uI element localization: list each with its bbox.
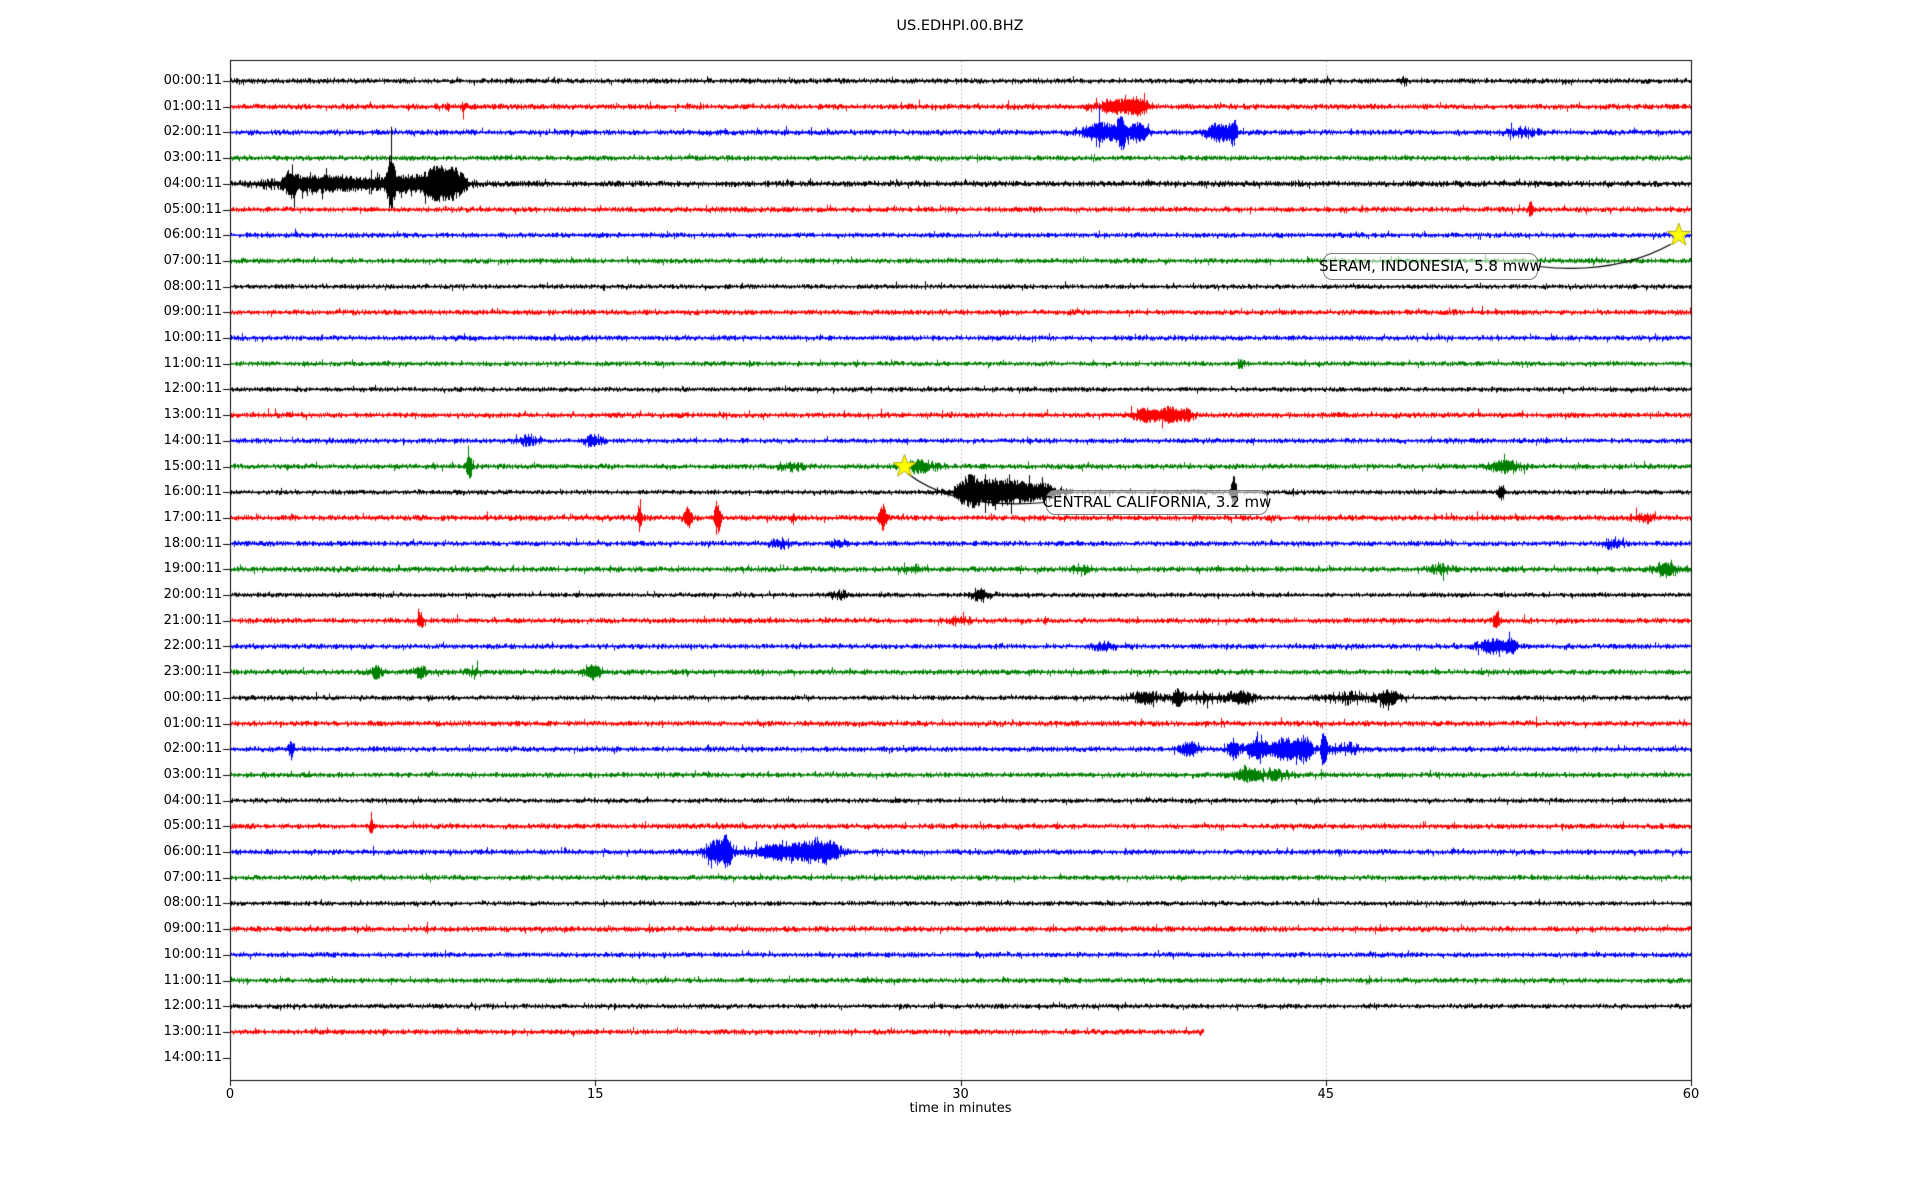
row-time-label: 00:00:11 xyxy=(163,689,222,705)
row-time-label: 02:00:11 xyxy=(163,124,222,140)
row-time-label: 02:00:11 xyxy=(163,741,222,757)
row-time-label: 05:00:11 xyxy=(163,818,222,834)
row-time-label: 19:00:11 xyxy=(163,561,222,577)
row-time-label: 00:00:11 xyxy=(163,73,222,88)
event-annotation-seram-indonesia: SERAM, INDONESIA, 5.8 mww xyxy=(1319,253,1542,280)
row-time-label: 12:00:11 xyxy=(163,998,222,1014)
row-time-label: 07:00:11 xyxy=(163,869,222,885)
row-time-label: 07:00:11 xyxy=(163,252,222,268)
row-time-label: 05:00:11 xyxy=(163,201,222,217)
row-time-label: 03:00:11 xyxy=(163,766,222,782)
row-time-label: 03:00:11 xyxy=(163,150,222,166)
row-time-label: 09:00:11 xyxy=(163,921,222,937)
row-time-label: 13:00:11 xyxy=(163,1023,222,1039)
row-time-label: 04:00:11 xyxy=(163,175,222,191)
x-tick-label: 60 xyxy=(1682,1087,1700,1102)
x-tick-label: 0 xyxy=(225,1087,235,1102)
row-time-label: 23:00:11 xyxy=(163,664,222,680)
row-time-label: 15:00:11 xyxy=(163,458,222,474)
row-time-label: 20:00:11 xyxy=(163,587,222,602)
row-time-label: 12:00:11 xyxy=(163,381,222,397)
row-time-label: 04:00:11 xyxy=(163,792,222,808)
row-time-label: 21:00:11 xyxy=(163,612,222,628)
row-time-label: 18:00:11 xyxy=(163,535,222,551)
chart-title: US.EDHPI.00.BHZ xyxy=(896,18,1024,34)
row-time-label: 16:00:11 xyxy=(163,484,222,500)
row-time-label: 09:00:11 xyxy=(163,304,222,320)
row-time-label: 10:00:11 xyxy=(163,330,222,345)
row-time-label: 14:00:11 xyxy=(163,432,222,448)
row-time-label: 22:00:11 xyxy=(163,638,222,654)
x-axis-label: time in minutes xyxy=(909,1101,1012,1116)
x-tick-label: 45 xyxy=(1317,1087,1335,1102)
event-annotation-central-california: CENTRAL CALIFORNIA, 3.2 mw xyxy=(1043,490,1271,515)
row-time-label: 06:00:11 xyxy=(163,844,222,859)
row-time-label: 11:00:11 xyxy=(163,972,222,988)
row-time-label: 11:00:11 xyxy=(163,355,222,371)
row-time-label: 17:00:11 xyxy=(163,509,222,525)
x-tick-label: 30 xyxy=(952,1087,969,1102)
row-time-label: 10:00:11 xyxy=(163,946,222,962)
x-tick-label: 15 xyxy=(586,1087,604,1102)
row-time-label: 14:00:11 xyxy=(163,1049,222,1065)
row-time-label: 01:00:11 xyxy=(163,98,222,114)
row-time-label: 01:00:11 xyxy=(163,715,222,731)
row-time-label: 08:00:11 xyxy=(163,895,222,911)
row-time-label: 06:00:11 xyxy=(163,227,222,243)
row-time-label: 08:00:11 xyxy=(163,278,222,294)
row-time-label: 13:00:11 xyxy=(163,407,222,423)
